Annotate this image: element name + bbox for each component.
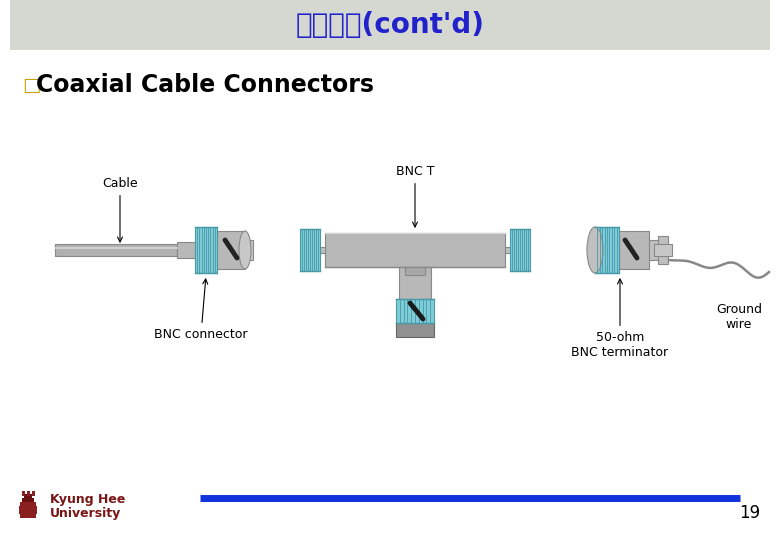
Bar — [177, 242, 195, 258]
Text: BNC connector: BNC connector — [154, 279, 248, 341]
Bar — [654, 244, 672, 256]
Bar — [300, 229, 320, 271]
Bar — [20, 502, 36, 506]
Ellipse shape — [239, 231, 251, 269]
Bar — [19, 510, 37, 514]
Bar — [595, 227, 619, 273]
Bar — [55, 244, 177, 256]
Text: 19: 19 — [739, 504, 760, 522]
Bar — [396, 299, 434, 323]
Bar — [195, 227, 217, 273]
Bar — [510, 229, 530, 271]
Bar — [27, 491, 30, 496]
Ellipse shape — [587, 227, 603, 273]
Bar — [22, 491, 25, 496]
Bar — [20, 514, 36, 518]
Text: Coaxial Cable Connectors: Coaxial Cable Connectors — [36, 73, 374, 97]
Bar — [19, 506, 37, 510]
Text: 유도매체(cont'd): 유도매체(cont'd) — [296, 11, 484, 39]
Bar — [320, 247, 325, 253]
Bar — [505, 247, 510, 253]
Text: Ground
wire: Ground wire — [716, 303, 762, 331]
Bar — [325, 233, 505, 267]
Bar — [396, 321, 434, 337]
Text: □: □ — [22, 76, 41, 94]
Text: BNC T: BNC T — [395, 165, 434, 227]
Text: 50-ohm
BNC terminator: 50-ohm BNC terminator — [572, 279, 668, 359]
Bar — [217, 231, 245, 269]
Bar — [32, 491, 35, 496]
Text: Cable: Cable — [102, 177, 138, 242]
Bar — [658, 236, 668, 264]
Bar — [399, 267, 431, 305]
Bar — [241, 240, 253, 260]
Bar — [24, 494, 32, 498]
Text: Kyung Hee: Kyung Hee — [50, 494, 126, 507]
Bar — [405, 267, 425, 275]
Text: University: University — [50, 508, 121, 521]
Bar — [649, 240, 661, 260]
Bar — [619, 231, 649, 269]
Bar — [22, 498, 34, 502]
Bar — [10, 0, 770, 50]
